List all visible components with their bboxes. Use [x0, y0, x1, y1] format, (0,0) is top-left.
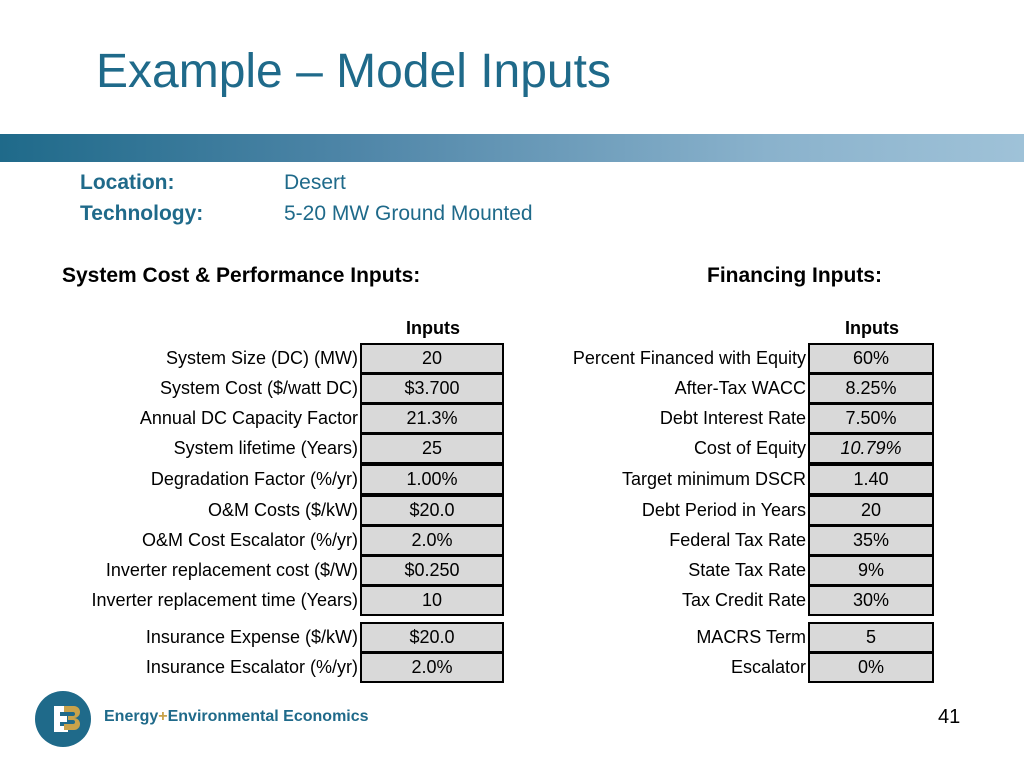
e3-logo-icon	[34, 690, 92, 748]
system-row-value: 1.00%	[360, 464, 504, 495]
system-row-label: System Cost ($/watt DC)	[159, 378, 358, 398]
financing-row-label: State Tax Rate	[688, 560, 806, 580]
system-row-value: $20.0	[360, 495, 504, 526]
financing-heading: Financing Inputs:	[707, 264, 882, 287]
financing-row-label: Debt Period in Years	[641, 500, 806, 520]
technology-label: Technology:	[80, 202, 204, 225]
system-row-label: Degradation Factor (%/yr)	[150, 469, 358, 489]
brand-part1: Energy	[104, 708, 159, 725]
financing-row-label: After-Tax WACC	[674, 378, 806, 398]
financing-row-value: 1.40	[808, 464, 934, 495]
system-row-value: $20.0	[360, 622, 504, 653]
financing-row-label: Federal Tax Rate	[669, 530, 806, 550]
system-row-value: 20	[360, 343, 504, 374]
financing-row-label: MACRS Term	[696, 627, 806, 647]
financing-row-label: Percent Financed with Equity	[572, 348, 806, 368]
system-row-value: $3.700	[360, 373, 504, 404]
system-row-label: Inverter replacement time (Years)	[91, 590, 358, 610]
financing-row-value: 8.25%	[808, 373, 934, 404]
brand-plus: +	[158, 708, 168, 725]
financing-row-value: 10.79%	[808, 433, 934, 464]
system-row-value: 2.0%	[360, 652, 504, 683]
financing-row-label: Target minimum DSCR	[621, 469, 806, 489]
financing-row-value: 60%	[808, 343, 934, 374]
system-row-value: 25	[360, 433, 504, 464]
system-row-value: 10	[360, 585, 504, 616]
slide-title: Example – Model Inputs	[96, 45, 611, 98]
financing-row-value: 20	[808, 495, 934, 526]
financing-inputs-header: Inputs	[845, 318, 899, 338]
technology-value: 5-20 MW Ground Mounted	[284, 202, 533, 225]
financing-row-value: 0%	[808, 652, 934, 683]
location-value: Desert	[284, 171, 346, 194]
brand-part2: Environmental Economics	[167, 708, 369, 725]
brand-name: Energy+Environmental Economics	[104, 708, 369, 726]
system-row-value: 21.3%	[360, 403, 504, 434]
location-label: Location:	[80, 171, 175, 194]
financing-row-label: Debt Interest Rate	[659, 408, 806, 428]
financing-row-value: 30%	[808, 585, 934, 616]
system-row-label: System lifetime (Years)	[173, 438, 358, 458]
system-inputs-header: Inputs	[406, 318, 460, 338]
system-row-label: O&M Cost Escalator (%/yr)	[141, 530, 358, 550]
header-band	[0, 134, 1024, 162]
system-row-label: Insurance Escalator (%/yr)	[145, 657, 358, 677]
system-heading: System Cost & Performance Inputs:	[62, 264, 421, 287]
system-row-label: Insurance Expense ($/kW)	[145, 627, 358, 647]
system-row-label: Annual DC Capacity Factor	[139, 408, 358, 428]
system-row-value: $0.250	[360, 555, 504, 586]
financing-row-label: Cost of Equity	[693, 438, 806, 458]
financing-row-label: Tax Credit Rate	[681, 590, 806, 610]
system-row-label: Inverter replacement cost ($/W)	[105, 560, 358, 580]
financing-row-value: 35%	[808, 525, 934, 556]
financing-row-value: 5	[808, 622, 934, 653]
financing-row-label: Escalator	[730, 657, 806, 677]
financing-row-value: 7.50%	[808, 403, 934, 434]
system-row-label: O&M Costs ($/kW)	[207, 500, 358, 520]
system-row-label: System Size (DC) (MW)	[166, 348, 358, 368]
page-number: 41	[938, 706, 961, 728]
financing-row-value: 9%	[808, 555, 934, 586]
system-row-value: 2.0%	[360, 525, 504, 556]
